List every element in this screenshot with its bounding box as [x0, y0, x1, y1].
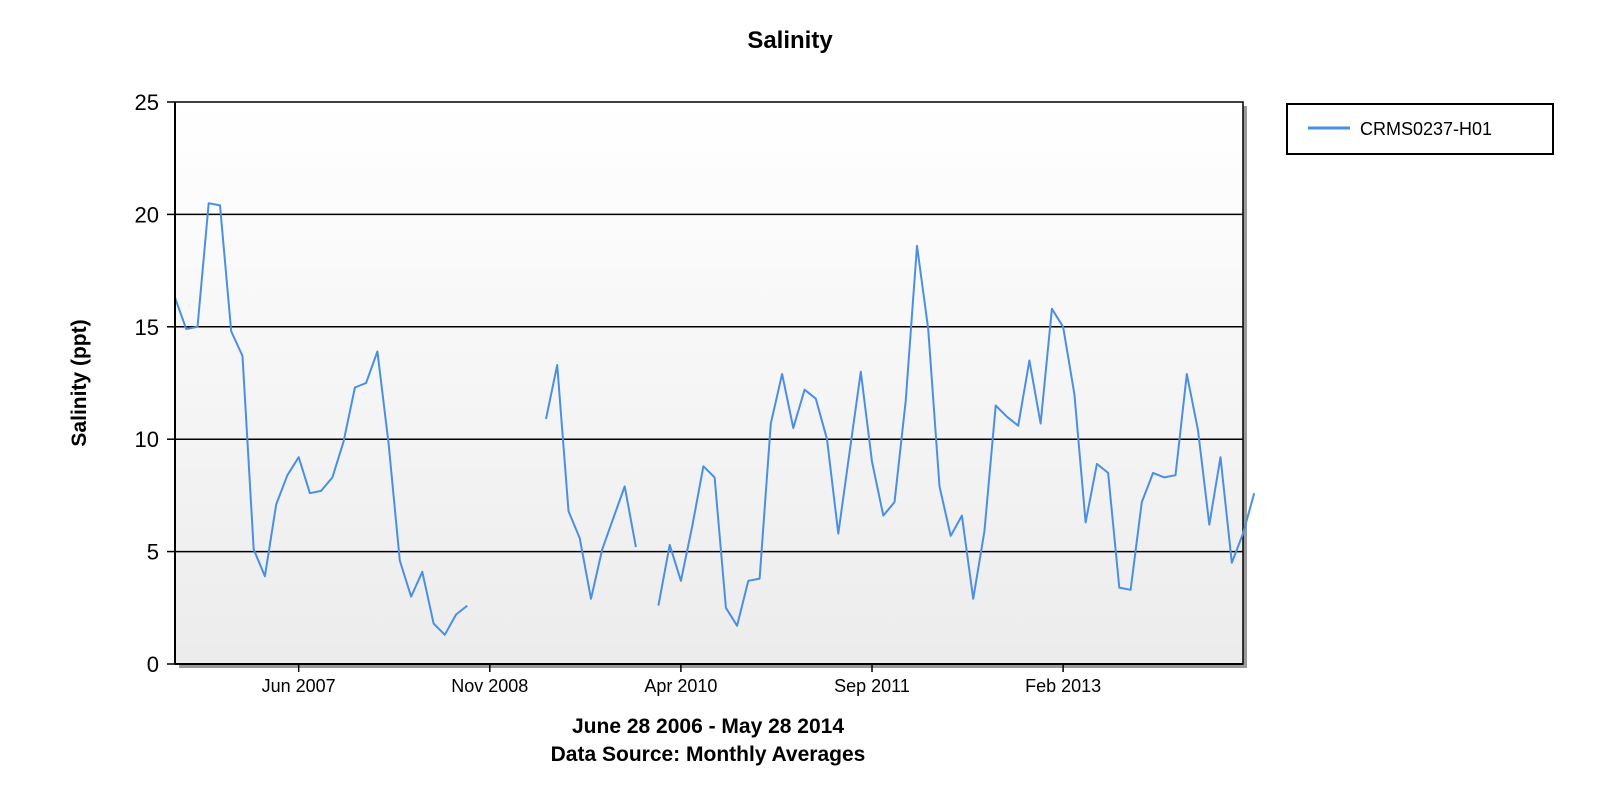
series-line-segment	[174, 202, 468, 636]
x-axis-label-line-2: Data Source: Monthly Averages	[551, 743, 866, 766]
y-tick-label: 15	[135, 315, 159, 340]
legend: CRMS0237-H01	[1286, 103, 1554, 155]
x-axis-label-line-1: June 28 2006 - May 28 2014	[572, 715, 844, 738]
x-tick-label: Sep 2011	[834, 676, 910, 696]
y-axis-label: Salinity (ppt)	[68, 319, 91, 446]
series-layer	[174, 202, 1256, 636]
legend-label: CRMS0237-H01	[1360, 119, 1492, 139]
x-tick-label: Apr 2010	[644, 676, 717, 696]
gridlines	[175, 213, 1243, 553]
y-tick-label: 20	[135, 202, 159, 227]
y-tick-label: 0	[147, 652, 159, 677]
y-tick-label: 25	[135, 90, 159, 115]
y-tick-label: 10	[135, 427, 159, 452]
y-tick-label: 5	[147, 540, 159, 565]
x-axis-ticks: Jun 2007 Nov 2008 Apr 2010 Sep 2011 Feb 2013	[262, 664, 1101, 696]
series-line-segment	[657, 244, 1256, 627]
plot-area	[174, 101, 1244, 665]
series-line-segment	[545, 364, 637, 600]
x-tick-label: Nov 2008	[451, 676, 528, 696]
y-axis-ticks: 0 5 10 15 20 25	[135, 90, 175, 677]
x-tick-label: Jun 2007	[262, 676, 336, 696]
x-tick-label: Feb 2013	[1025, 676, 1101, 696]
chart-title: Salinity	[747, 27, 833, 54]
